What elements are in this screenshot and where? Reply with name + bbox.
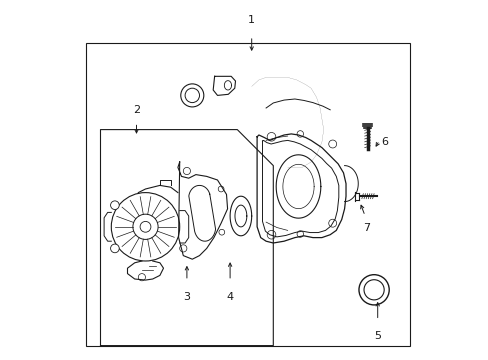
Text: 2: 2	[133, 105, 140, 115]
Bar	[86, 43, 409, 346]
Circle shape	[218, 186, 224, 192]
Circle shape	[111, 193, 179, 261]
Circle shape	[328, 219, 336, 227]
Circle shape	[358, 275, 388, 305]
Text: 6: 6	[381, 137, 387, 147]
Text: 7: 7	[363, 223, 370, 233]
Circle shape	[183, 167, 190, 175]
Circle shape	[110, 244, 119, 253]
Circle shape	[296, 131, 303, 137]
Circle shape	[363, 280, 384, 300]
Text: 3: 3	[183, 292, 190, 302]
Circle shape	[179, 245, 186, 252]
Circle shape	[133, 214, 158, 239]
Circle shape	[266, 230, 275, 239]
Circle shape	[138, 274, 145, 281]
Circle shape	[185, 88, 199, 103]
Circle shape	[219, 229, 224, 235]
Text: 1: 1	[248, 15, 255, 25]
Text: 5: 5	[373, 331, 381, 341]
Circle shape	[328, 140, 336, 148]
Circle shape	[181, 84, 203, 107]
Text: 4: 4	[226, 292, 233, 302]
Circle shape	[266, 132, 275, 141]
Circle shape	[140, 221, 151, 232]
Circle shape	[296, 231, 303, 237]
Circle shape	[110, 201, 119, 210]
